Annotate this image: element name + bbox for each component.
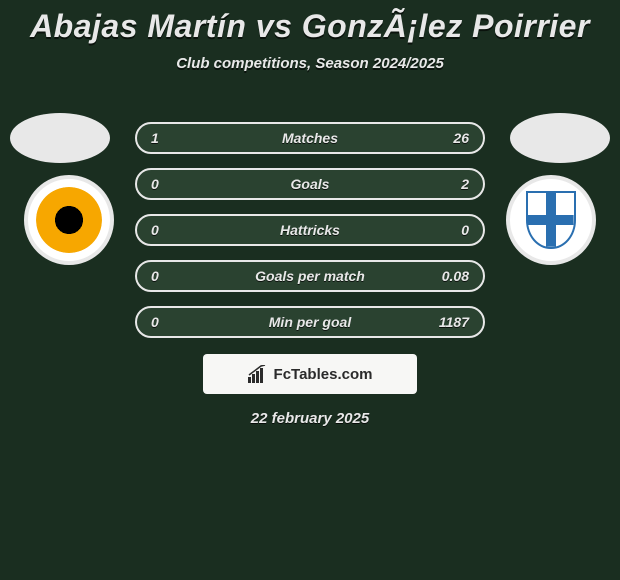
subtitle: Club competitions, Season 2024/2025 [0, 55, 620, 72]
stat-row-min-per-goal: 0 Min per goal 1187 [135, 306, 485, 338]
stats-panel: 1 Matches 26 0 Goals 2 0 Hattricks 0 0 G… [135, 122, 485, 352]
stat-label: Goals [137, 176, 483, 192]
stat-row-goals-per-match: 0 Goals per match 0.08 [135, 260, 485, 292]
stat-label: Goals per match [137, 268, 483, 284]
brand-pill: FcTables.com [203, 354, 417, 394]
avatar-right [510, 113, 610, 163]
stat-row-matches: 1 Matches 26 [135, 122, 485, 154]
avatar-left [10, 113, 110, 163]
club-crest-right [506, 175, 596, 265]
date-text: 22 february 2025 [0, 410, 620, 427]
page-title: Abajas Martín vs GonzÃ¡lez Poirrier [0, 0, 620, 45]
club-crest-left [24, 175, 114, 265]
brand-text: FcTables.com [274, 366, 373, 383]
stat-label: Hattricks [137, 222, 483, 238]
stat-label: Matches [137, 130, 483, 146]
stat-row-hattricks: 0 Hattricks 0 [135, 214, 485, 246]
stat-label: Min per goal [137, 314, 483, 330]
stat-row-goals: 0 Goals 2 [135, 168, 485, 200]
chart-icon [248, 365, 268, 383]
